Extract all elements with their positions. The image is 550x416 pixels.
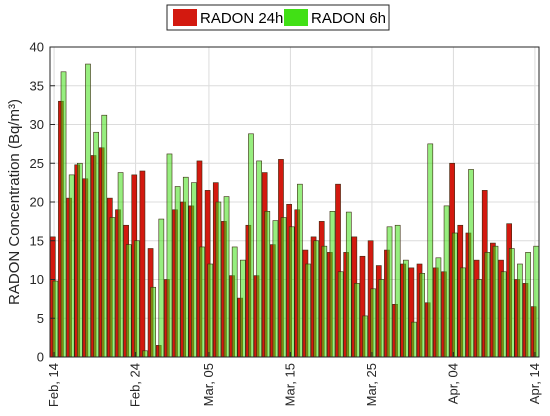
bar-radon-6h [248, 133, 254, 358]
bar-radon-24h [139, 170, 146, 358]
bar-radon-6h [305, 263, 311, 358]
bar-radon-6h [386, 226, 393, 358]
bar-radon-6h [484, 252, 491, 358]
y-tick-label: 25 [30, 156, 44, 171]
legend: RADON 24h RADON 6h [166, 4, 390, 31]
bar-radon-6h [166, 153, 173, 358]
y-axis-label: RADON Concentration (Bq/m³) [6, 99, 23, 305]
bar-radon-6h [525, 252, 531, 358]
bar-radon-6h [280, 217, 287, 358]
bar-radon-6h [468, 169, 474, 358]
bar-radon-6h [288, 226, 295, 358]
legend-item-radon-6h-label: RADON 6h [311, 10, 386, 27]
bar-radon-6h [362, 315, 368, 358]
bar-radon-6h [240, 259, 246, 358]
x-tick-label: Apr, 04 [445, 363, 460, 404]
bar-radon-6h [199, 246, 205, 358]
x-tick-label: Mar, 05 [201, 363, 216, 406]
bar-radon-6h [378, 279, 385, 358]
bar-radon-6h [134, 240, 140, 358]
bar-radon-6h [403, 259, 409, 358]
y-tick-label: 35 [30, 78, 44, 93]
bar-radon-6h [174, 186, 181, 358]
y-tick-labels: 0 5 10 15 20 25 30 35 40 [30, 40, 55, 365]
bar-radon-6h [394, 224, 401, 358]
bar-radon-6h [125, 244, 132, 358]
bar-radon-6h [500, 271, 507, 358]
legend-item-radon-6h-swatch [284, 9, 308, 26]
x-tick-label: Mar, 15 [282, 363, 297, 406]
bar-radon-6h [451, 232, 458, 358]
bar-radon-6h [264, 211, 271, 358]
y-tick-label: 15 [30, 233, 44, 248]
bar-radon-6h [77, 162, 83, 358]
bar-radon-6h [93, 131, 99, 358]
y-tick-label: 10 [30, 272, 44, 287]
x-tick-label: Mar, 25 [364, 363, 379, 406]
bar-radon-6h [52, 280, 59, 358]
bar-radon-6h [370, 288, 377, 358]
bar-radon-6h [297, 183, 303, 358]
x-tick-label: Feb, 14 [46, 363, 61, 407]
bar-radon-6h [492, 245, 499, 358]
bar-radon-6h [411, 321, 417, 358]
bar-radon-6h [68, 174, 75, 358]
x-tick-label: Feb, 24 [128, 363, 143, 407]
bar-radon-6h [476, 279, 483, 358]
bar-radon-6h [117, 172, 124, 358]
bar-radon-6h [508, 248, 515, 358]
bar-radon-6h [460, 267, 466, 358]
y-tick-label: 0 [37, 350, 44, 365]
bar-radon-6h [142, 350, 148, 358]
y-tick-label: 20 [30, 195, 44, 210]
bar-radon-6h [313, 240, 320, 358]
bar-radon-6h [517, 263, 523, 358]
bar-radon-6h [443, 205, 450, 358]
bar-radon-6h [337, 271, 344, 358]
bar-radon-6h [345, 211, 352, 358]
bar-radon-6h [419, 272, 425, 358]
x-tick-label: Apr, 14 [527, 363, 542, 404]
bars [49, 63, 540, 358]
bar-radon-6h [60, 71, 67, 358]
y-tick-label: 40 [30, 40, 44, 55]
bar-radon-6h [321, 245, 328, 358]
legend-item-radon-24h-swatch [173, 9, 197, 26]
bar-radon-6h [101, 114, 108, 358]
bar-radon-6h [85, 63, 91, 358]
bar-radon-6h [109, 217, 116, 358]
bar-radon-6h [182, 176, 189, 358]
bar-radon-6h [158, 218, 165, 358]
bar-radon-6h [435, 257, 442, 358]
x-tick-labels: Feb, 14 Feb, 24 Mar, 05 Mar, 15 Mar, 25 Apr, … [46, 352, 542, 407]
bar-radon-6h [191, 182, 197, 358]
bar-radon-6h [231, 246, 238, 358]
bar-radon-6h [215, 201, 222, 358]
bar-radon-6h [256, 160, 262, 358]
bar-radon-6h [223, 196, 230, 358]
y-tick-label: 5 [37, 311, 44, 326]
bar-radon-6h [150, 286, 157, 358]
bar-radon-6h [427, 143, 434, 358]
bar-radon-6h [207, 263, 214, 358]
y-tick-label: 30 [30, 117, 44, 132]
bar-radon-6h [272, 220, 279, 358]
legend-box [166, 4, 390, 31]
bar-radon-6h [533, 245, 540, 358]
legend-item-radon-24h-label: RADON 24h [200, 10, 283, 27]
bar-radon-6h [354, 283, 360, 358]
bar-radon-6h [329, 211, 336, 358]
